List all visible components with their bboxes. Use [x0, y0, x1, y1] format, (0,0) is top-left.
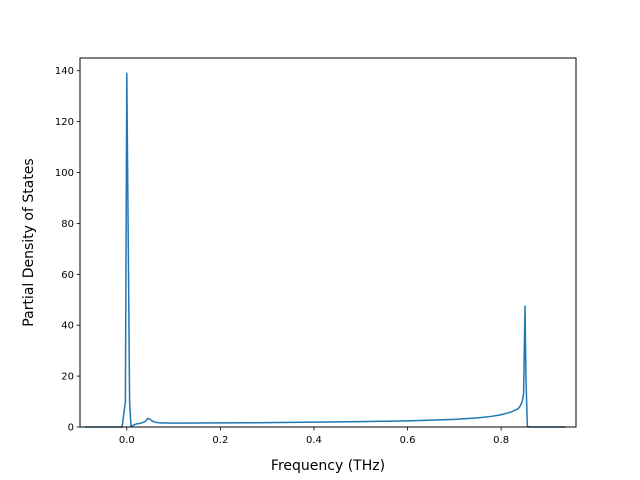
series-line: [84, 72, 566, 428]
y-tick-label: 80: [61, 219, 74, 230]
x-tick-label: 0.6: [400, 435, 416, 446]
y-tick-label: 120: [55, 117, 74, 128]
plot-frame: [79, 57, 577, 428]
series-layer: [84, 72, 566, 428]
x-axis-ticks: 0.0 0.2 0.4 0.6 0.8: [119, 427, 509, 446]
x-tick-label: 0.4: [306, 435, 322, 446]
x-tick-label: 0.2: [212, 435, 228, 446]
x-tick-label: 0.0: [119, 435, 135, 446]
y-tick-label: 140: [55, 66, 74, 77]
x-axis-label: Frequency (THz): [271, 458, 385, 474]
y-tick-label: 40: [61, 321, 74, 332]
y-axis-label: Partial Density of States: [21, 158, 37, 326]
x-tick-label: 0.8: [493, 435, 509, 446]
plot-background: [80, 58, 576, 427]
y-tick-label: 100: [55, 168, 74, 179]
y-tick-label: 20: [61, 372, 74, 383]
y-tick-label: 0: [68, 423, 74, 434]
y-tick-label: 60: [61, 270, 74, 281]
y-axis-ticks: 0 20 40 60 80 100 120 140: [55, 66, 80, 434]
